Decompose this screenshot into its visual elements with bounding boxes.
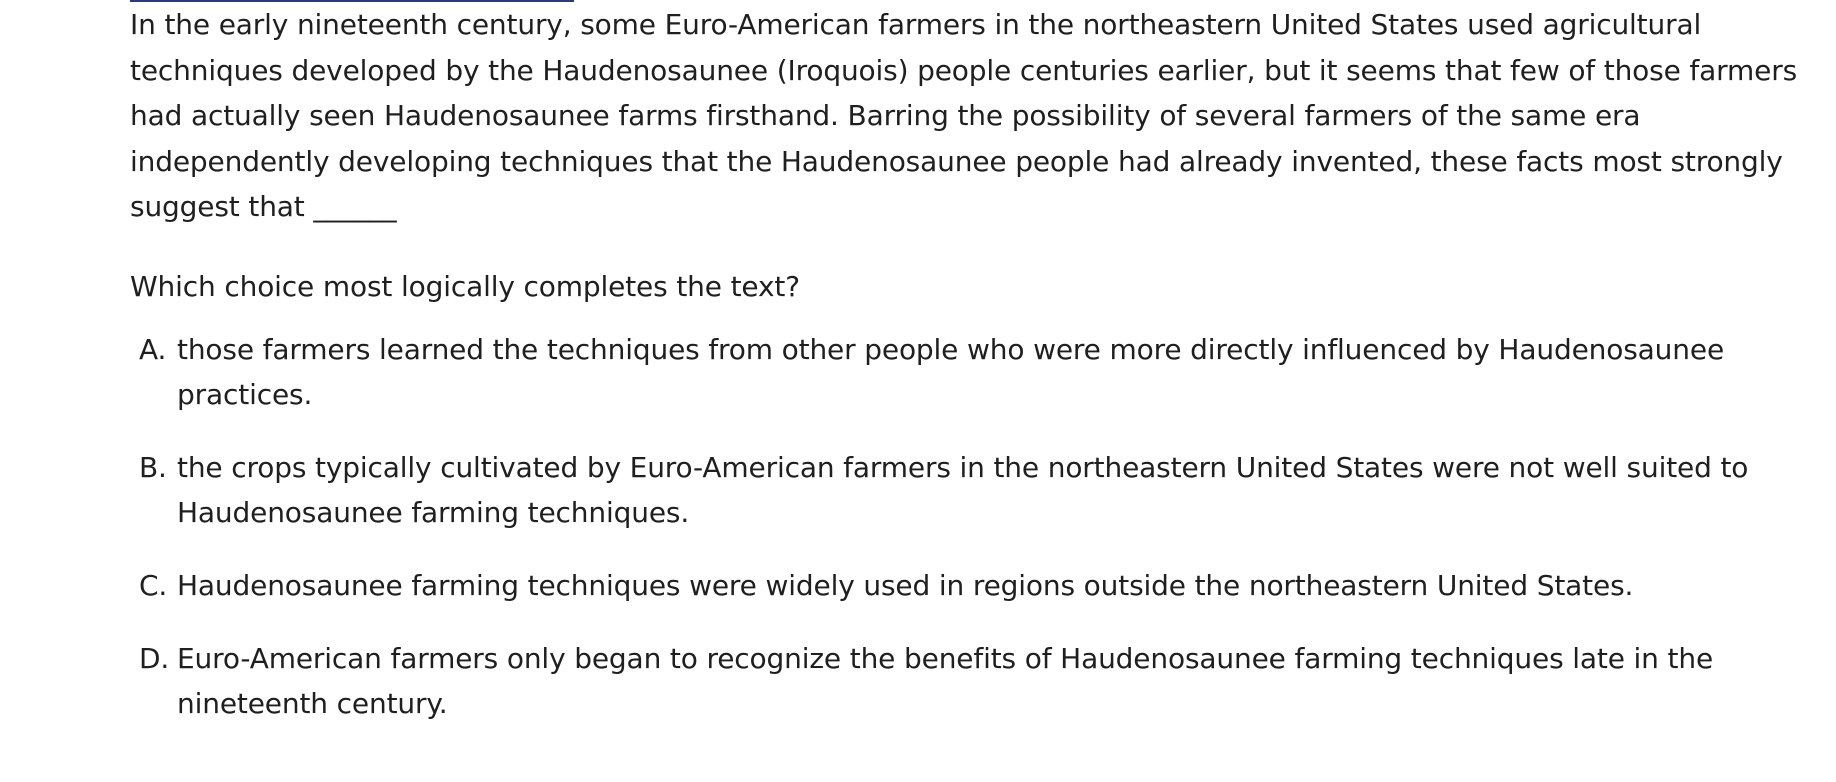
top-divider [130, 0, 574, 2]
choice-letter: D. [139, 641, 170, 675]
choice-b[interactable]: B. the crops typically cultivated by Eur… [130, 445, 1817, 535]
passage-text: In the early nineteenth century, some Eu… [130, 8, 1798, 223]
choice-c[interactable]: C. Haudenosaunee farming techniques were… [130, 563, 1817, 608]
choice-text: the crops typically cultivated by Euro-A… [177, 450, 1749, 529]
choice-text: those farmers learned the techniques fro… [177, 332, 1725, 411]
choice-d[interactable]: D. Euro-American farmers only began to r… [130, 636, 1817, 726]
question-container: In the early nineteenth century, some Eu… [130, 0, 1810, 754]
choice-a[interactable]: A. those farmers learned the techniques … [130, 327, 1817, 417]
answer-choices: A. those farmers learned the techniques … [130, 327, 1810, 726]
choice-letter: C. [139, 568, 168, 602]
question-prompt: Which choice most logically completes th… [130, 269, 800, 303]
choice-letter: A. [139, 332, 167, 366]
choice-letter: B. [139, 450, 167, 484]
choice-text: Euro-American farmers only began to reco… [177, 641, 1714, 720]
choice-text: Haudenosaunee farming techniques were wi… [177, 568, 1634, 602]
